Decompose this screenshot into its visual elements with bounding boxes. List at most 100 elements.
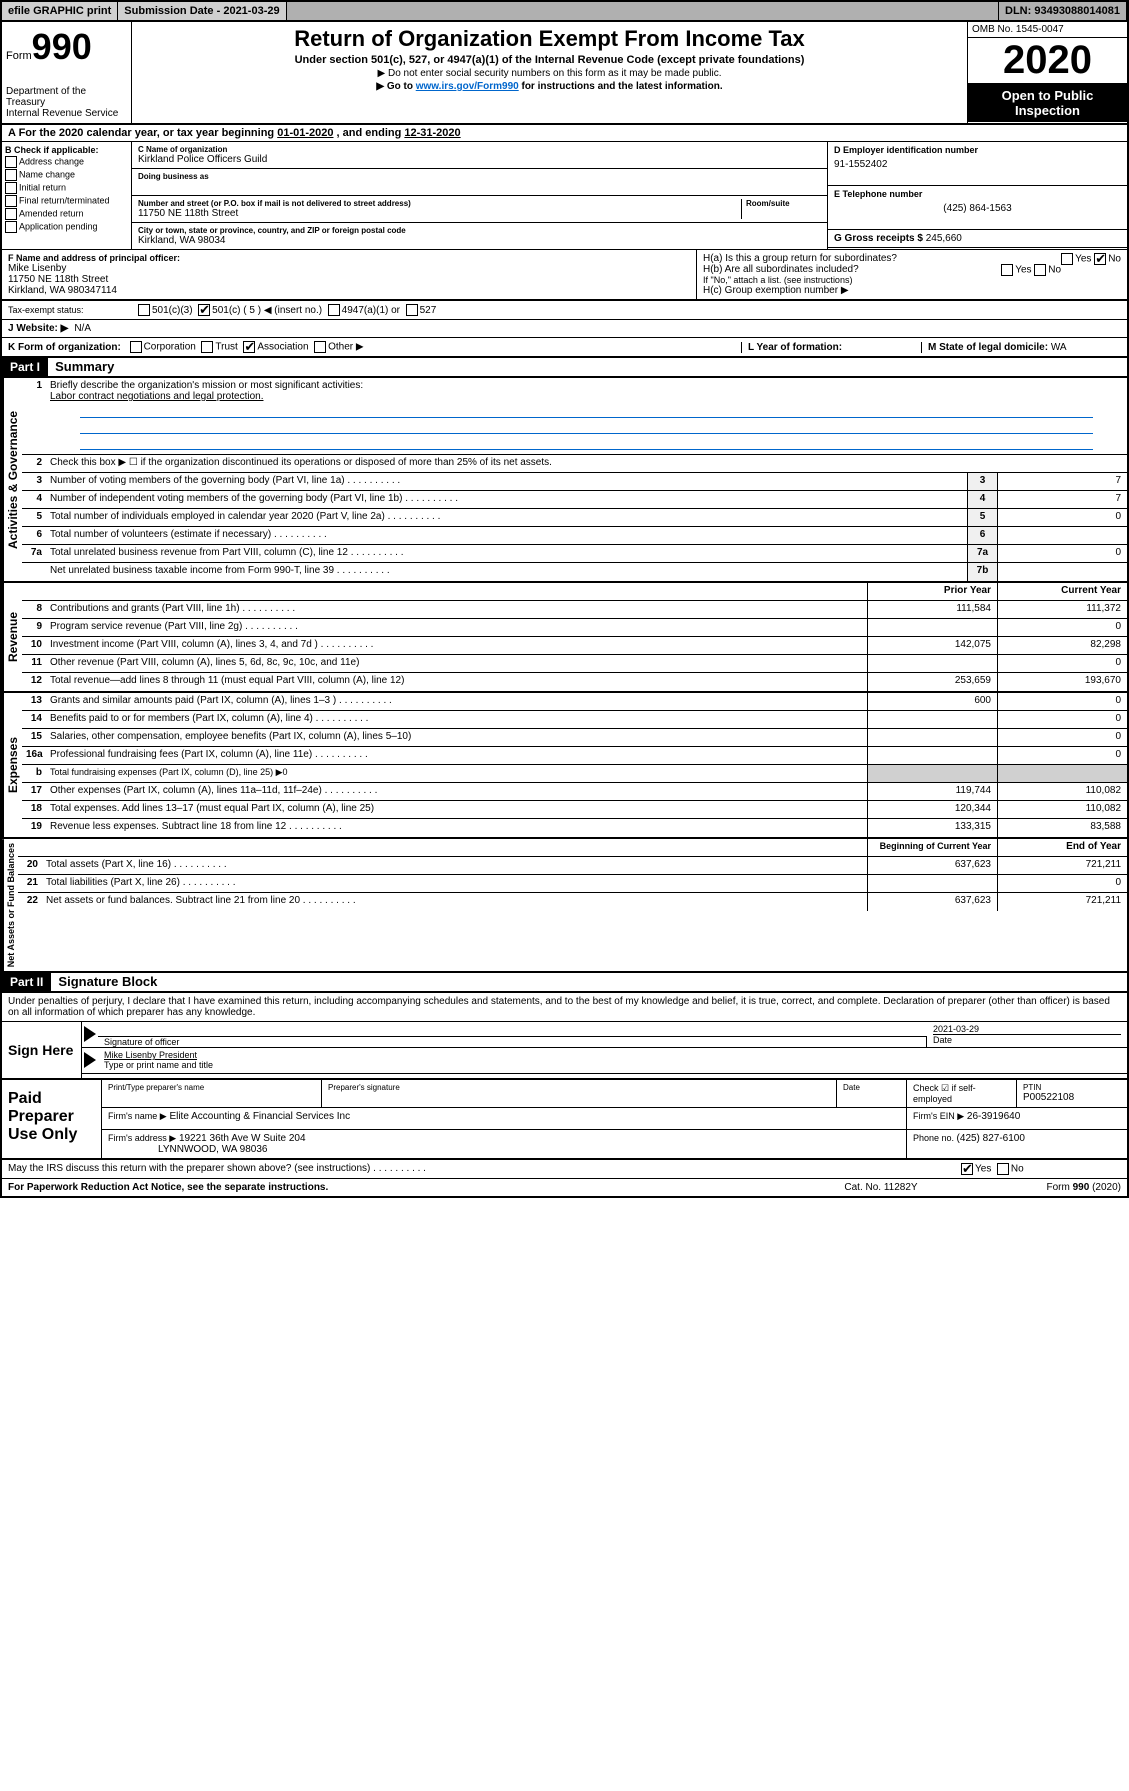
form-header: Form990 Department of the Treasury Inter… — [2, 22, 1127, 125]
l20-curr: 721,211 — [997, 857, 1127, 874]
officer-printed: Mike Lisenby President — [104, 1050, 197, 1060]
firm-addr2: LYNNWOOD, WA 98036 — [158, 1144, 267, 1155]
submission-date: Submission Date - 2021-03-29 — [118, 2, 286, 20]
form-title: Return of Organization Exempt From Incom… — [140, 26, 959, 52]
cb-amended[interactable]: Amended return — [5, 208, 128, 220]
line3-val: 7 — [997, 473, 1127, 490]
tax-year: 2020 — [1003, 38, 1092, 82]
l11-prior — [867, 655, 997, 672]
firm-addr1: 19221 36th Ave W Suite 204 — [179, 1133, 306, 1144]
mission: Labor contract negotiations and legal pr… — [50, 391, 263, 402]
l17-curr: 110,082 — [997, 783, 1127, 800]
l22-curr: 721,211 — [997, 893, 1127, 911]
h-b-label: H(b) Are all subordinates included? — [703, 264, 859, 275]
dln: DLN: 93493088014081 — [999, 2, 1127, 20]
l15-curr: 0 — [997, 729, 1127, 746]
l15-prior — [867, 729, 997, 746]
tax-exempt-row: Tax-exempt status: 501(c)(3) 501(c) ( 5 … — [2, 300, 1127, 320]
open-to-public: Open to Public Inspection — [968, 84, 1127, 122]
telephone: (425) 864-1563 — [834, 203, 1121, 214]
cb-initial-return[interactable]: Initial return — [5, 182, 128, 194]
officer-addr1: 11750 NE 118th Street — [8, 274, 690, 285]
vlabel-expenses: Expenses — [2, 693, 22, 837]
l9-curr: 0 — [997, 619, 1127, 636]
l13-prior: 600 — [867, 693, 997, 710]
spacer — [287, 2, 999, 20]
l17-prior: 119,744 — [867, 783, 997, 800]
h-c-label: H(c) Group exemption number ▶ — [703, 285, 1121, 296]
domicile-state: WA — [1051, 342, 1067, 353]
cb-name-change[interactable]: Name change — [5, 169, 128, 181]
l9-prior — [867, 619, 997, 636]
l16a-prior — [867, 747, 997, 764]
dba — [138, 181, 821, 192]
form-subtitle: Under section 501(c), 527, or 4947(a)(1)… — [140, 54, 959, 66]
ssn-note: ▶ Do not enter social security numbers o… — [140, 68, 959, 79]
l16a-curr: 0 — [997, 747, 1127, 764]
l22-prior: 637,623 — [867, 893, 997, 911]
sign-here: Sign Here Signature of officer 2021-03-2… — [2, 1022, 1127, 1080]
vlabel-revenue: Revenue — [2, 583, 22, 691]
part-2-header: Part II Signature Block — [2, 973, 1127, 993]
paid-preparer: Paid Preparer Use Only Print/Type prepar… — [2, 1080, 1127, 1160]
line7a-val: 0 — [997, 545, 1127, 562]
top-bar: efile GRAPHIC print Submission Date - 20… — [2, 2, 1127, 22]
firm-ein: 26-3919640 — [967, 1111, 1020, 1122]
l19-curr: 83,588 — [997, 819, 1127, 837]
website: N/A — [74, 323, 91, 334]
officer-addr2: Kirkland, WA 980347114 — [8, 285, 690, 296]
l18-curr: 110,082 — [997, 801, 1127, 818]
line6-val — [997, 527, 1127, 544]
l10-curr: 82,298 — [997, 637, 1127, 654]
cb-address-change[interactable]: Address change — [5, 156, 128, 168]
l8-curr: 111,372 — [997, 601, 1127, 618]
l21-prior — [867, 875, 997, 892]
efile-print-button[interactable]: efile GRAPHIC print — [2, 2, 118, 20]
form-footer: Form 990 (2020) — [961, 1182, 1121, 1193]
l12-prior: 253,659 — [867, 673, 997, 691]
instructions-link: ▶ Go to www.irs.gov/Form990 for instruct… — [140, 81, 959, 92]
gross-receipts: 245,660 — [926, 233, 962, 244]
section-f-h: F Name and address of principal officer:… — [2, 250, 1127, 300]
l12-curr: 193,670 — [997, 673, 1127, 691]
net-assets-section: Net Assets or Fund Balances Beginning of… — [2, 839, 1127, 973]
org-name: Kirkland Police Officers Guild — [138, 154, 821, 165]
cb-pending[interactable]: Application pending — [5, 221, 128, 233]
l21-curr: 0 — [997, 875, 1127, 892]
line4-val: 7 — [997, 491, 1127, 508]
section-k-l-m: K Form of organization: Corporation Trus… — [2, 338, 1127, 358]
ptin: P00522108 — [1023, 1092, 1121, 1103]
tax-period: A For the 2020 calendar year, or tax yea… — [2, 125, 1127, 142]
l10-prior: 142,075 — [867, 637, 997, 654]
h-a-label: H(a) Is this a group return for subordin… — [703, 253, 897, 264]
firm-name: Elite Accounting & Financial Services In… — [169, 1111, 350, 1122]
form-number: Form990 — [6, 26, 127, 68]
irs-link[interactable]: www.irs.gov/Form990 — [416, 81, 519, 92]
cb-final-return[interactable]: Final return/terminated — [5, 195, 128, 207]
vlabel-netassets: Net Assets or Fund Balances — [2, 839, 18, 971]
sig-date: 2021-03-29 — [933, 1024, 1121, 1034]
part-1-header: Part I Summary — [2, 358, 1127, 378]
l8-prior: 111,584 — [867, 601, 997, 618]
officer-name: Mike Lisenby — [8, 263, 690, 274]
line5-val: 0 — [997, 509, 1127, 526]
l14-curr: 0 — [997, 711, 1127, 728]
vlabel-governance: Activities & Governance — [2, 378, 22, 581]
l18-prior: 120,344 — [867, 801, 997, 818]
l13-curr: 0 — [997, 693, 1127, 710]
section-b-c-d: B Check if applicable: Address change Na… — [2, 142, 1127, 250]
expenses-section: Expenses 13Grants and similar amounts pa… — [2, 693, 1127, 839]
department: Department of the Treasury Internal Reve… — [6, 86, 127, 119]
activities-governance: Activities & Governance 1Briefly describ… — [2, 378, 1127, 583]
omb-number: OMB No. 1545-0047 — [968, 22, 1127, 38]
h-b-note: If "No," attach a list. (see instruction… — [703, 275, 1121, 285]
street-address: 11750 NE 118th Street — [138, 208, 741, 219]
line7b-val — [997, 563, 1127, 581]
website-row: J Website: ▶N/A — [2, 320, 1127, 338]
firm-phone: (425) 827-6100 — [957, 1133, 1025, 1144]
section-b: B Check if applicable: Address change Na… — [2, 142, 132, 249]
revenue-section: Revenue Prior YearCurrent Year 8Contribu… — [2, 583, 1127, 693]
l14-prior — [867, 711, 997, 728]
discuss-row: May the IRS discuss this return with the… — [2, 1160, 1127, 1179]
city-state-zip: Kirkland, WA 98034 — [138, 235, 821, 246]
